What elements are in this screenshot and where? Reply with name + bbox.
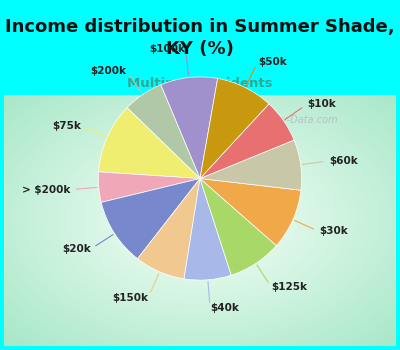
Wedge shape <box>161 77 218 178</box>
Wedge shape <box>101 178 200 259</box>
Wedge shape <box>200 104 294 178</box>
Text: $50k: $50k <box>258 57 286 67</box>
Text: Income distribution in Summer Shade,
KY (%): Income distribution in Summer Shade, KY … <box>5 18 395 58</box>
Wedge shape <box>99 108 200 178</box>
Wedge shape <box>138 178 200 279</box>
Text: $20k: $20k <box>62 244 91 254</box>
Text: $60k: $60k <box>329 156 358 166</box>
Text: $150k: $150k <box>112 293 148 303</box>
Wedge shape <box>200 178 301 246</box>
Text: $40k: $40k <box>210 303 239 313</box>
Text: $75k: $75k <box>52 121 81 131</box>
Wedge shape <box>200 78 269 178</box>
Wedge shape <box>184 178 231 280</box>
Wedge shape <box>98 172 200 202</box>
Wedge shape <box>127 85 200 178</box>
Wedge shape <box>200 140 302 190</box>
Text: $30k: $30k <box>319 226 348 236</box>
Wedge shape <box>200 178 276 275</box>
Text: Multirace residents: Multirace residents <box>127 77 273 90</box>
Text: ⓘ City-Data.com: ⓘ City-Data.com <box>259 115 337 125</box>
Text: $100k: $100k <box>150 44 186 54</box>
Text: > $200k: > $200k <box>22 185 70 195</box>
Text: $125k: $125k <box>272 282 308 292</box>
Text: $10k: $10k <box>307 99 336 109</box>
Text: $200k: $200k <box>91 66 127 76</box>
